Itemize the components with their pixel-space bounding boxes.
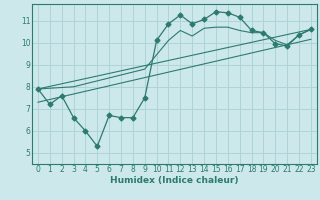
X-axis label: Humidex (Indice chaleur): Humidex (Indice chaleur) [110,176,239,185]
